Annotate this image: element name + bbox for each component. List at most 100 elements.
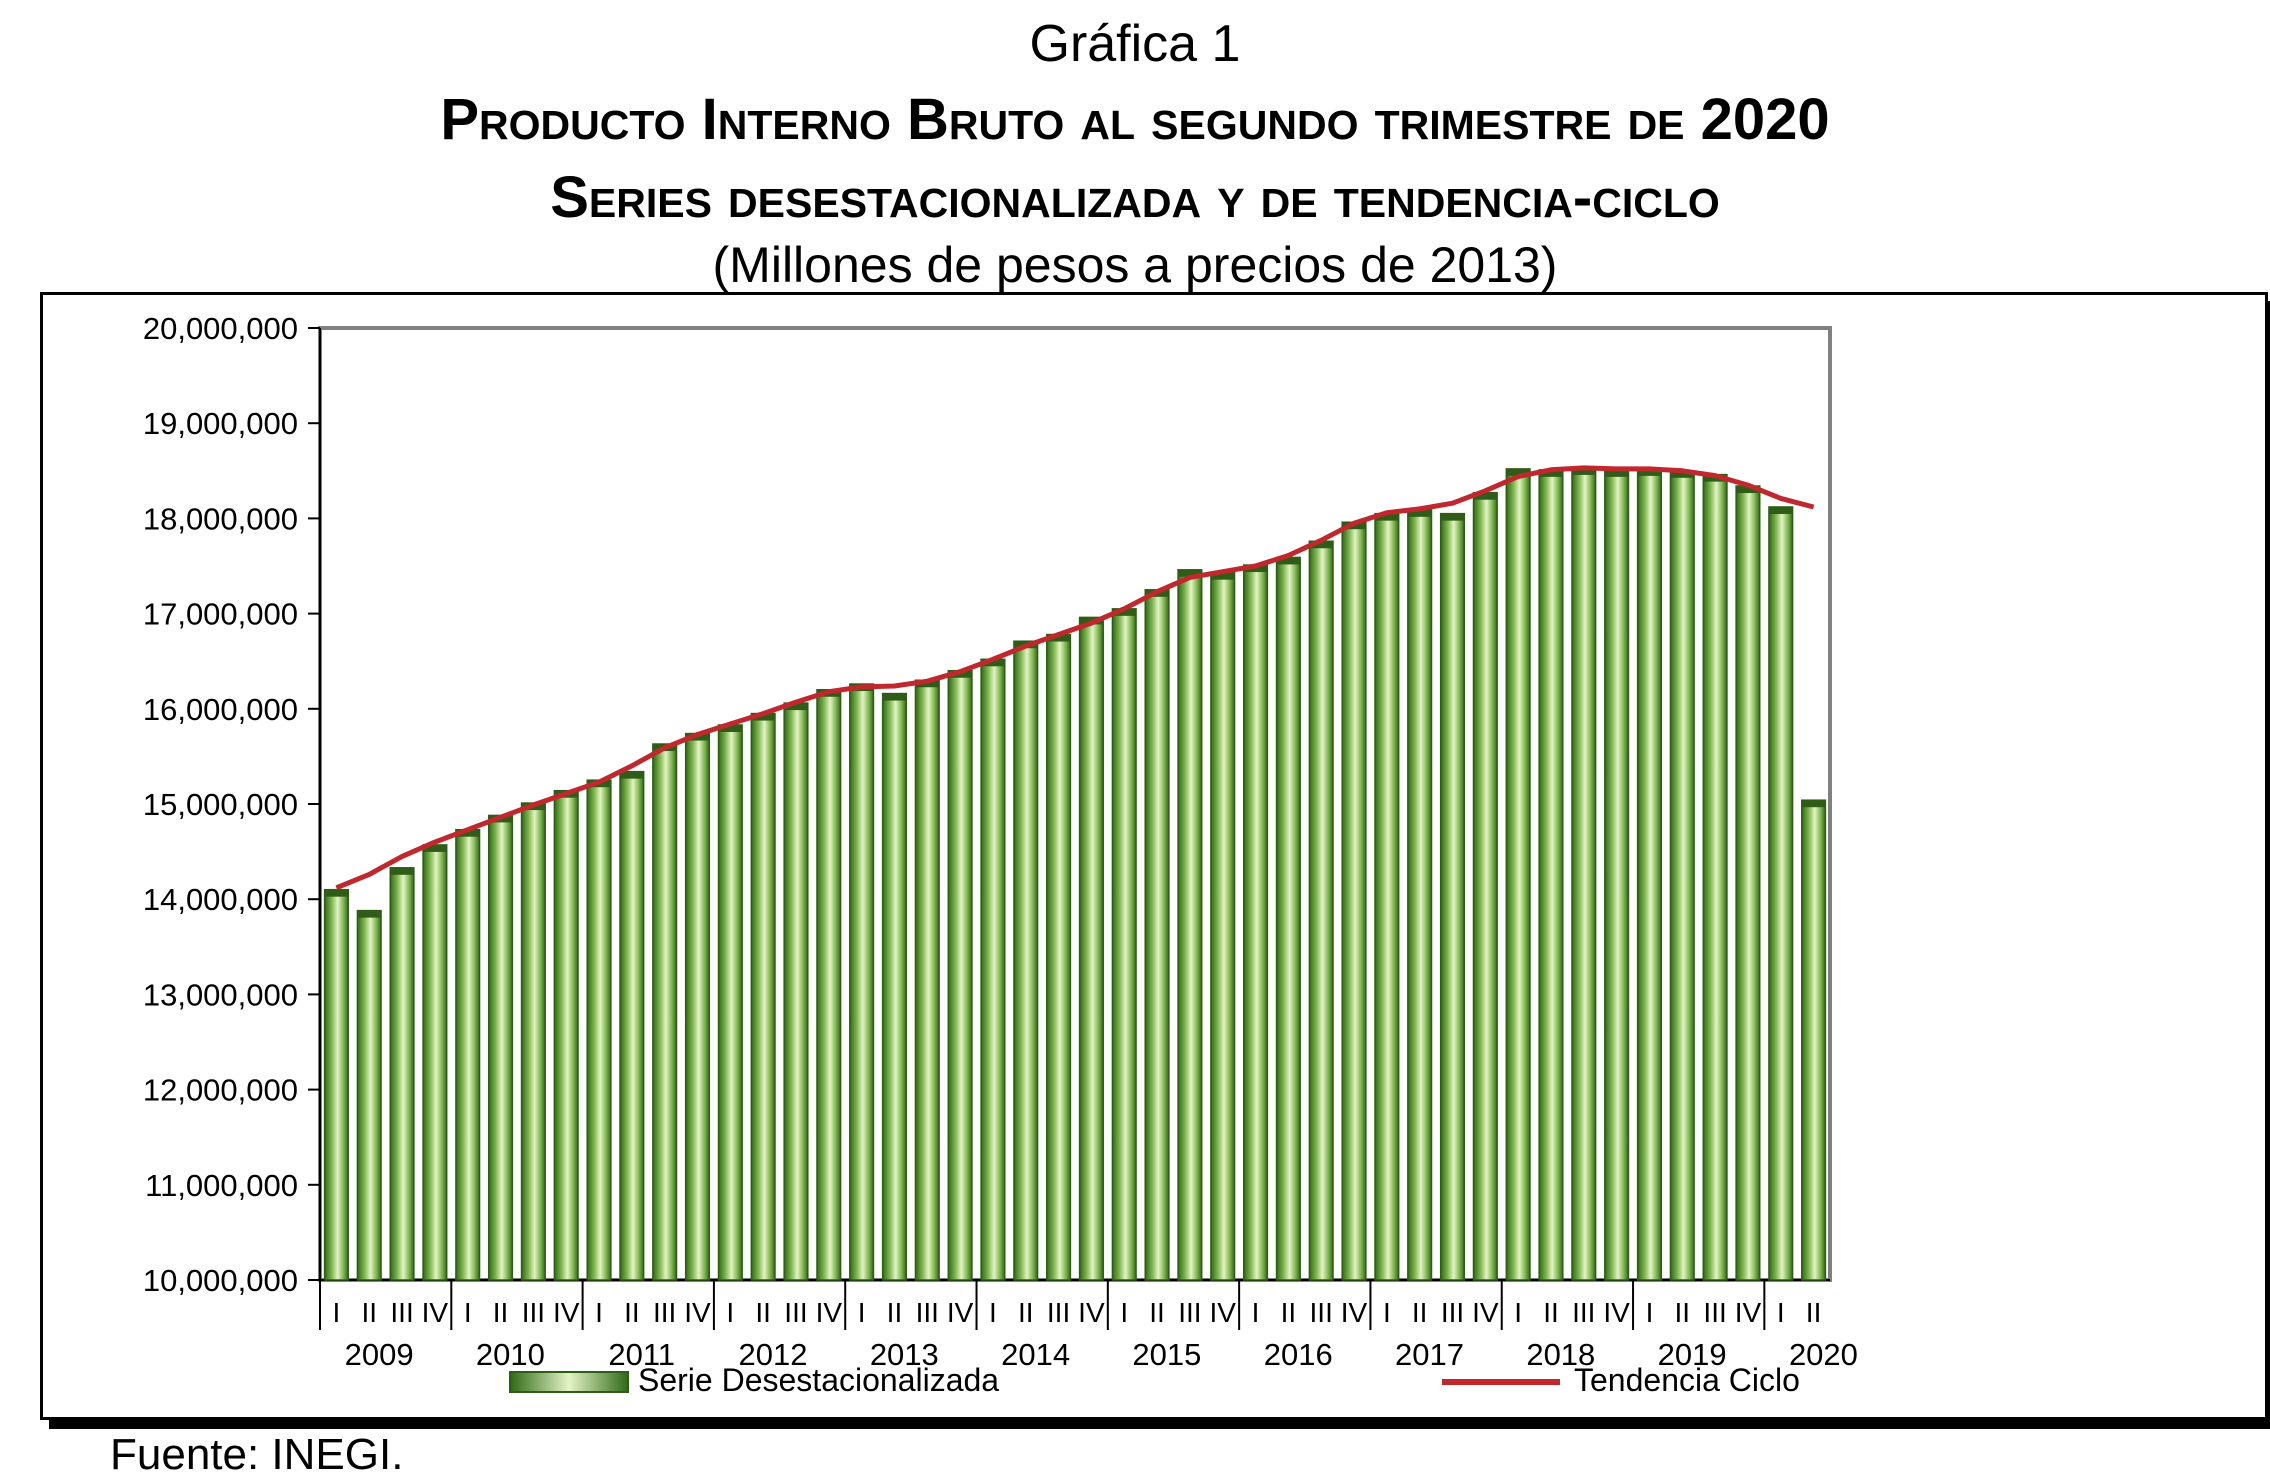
x-tick-quarter: III: [653, 1297, 676, 1328]
x-tick-quarter: I: [595, 1297, 603, 1328]
bar: [1735, 485, 1761, 1281]
x-tick-quarter: I: [726, 1297, 734, 1328]
bar: [947, 669, 973, 1281]
x-tick-quarter: I: [1777, 1297, 1785, 1328]
x-tick-year: 2017: [1395, 1337, 1464, 1372]
bar-cap: [390, 867, 414, 875]
bar-cap: [1768, 506, 1793, 514]
x-tick-year: 2020: [1789, 1337, 1858, 1372]
x-tick-year: 2009: [345, 1337, 414, 1372]
legend-line-label: Tendencia Ciclo: [1574, 1362, 1800, 1398]
bar-cap: [1046, 634, 1071, 642]
bar-cap: [1407, 509, 1432, 517]
bar: [487, 814, 514, 1281]
x-tick-quarter: II: [1281, 1297, 1297, 1328]
bar-cap: [718, 724, 743, 732]
bar: [1702, 473, 1728, 1281]
y-tick-label: 11,000,000: [145, 1168, 298, 1203]
bar-cap: [751, 713, 775, 721]
bar: [1604, 469, 1630, 1281]
x-tick-quarter: III: [1047, 1297, 1070, 1328]
x-tick-quarter: II: [1149, 1297, 1165, 1328]
bar-cap: [1440, 513, 1465, 521]
x-tick-quarter: I: [989, 1297, 997, 1328]
y-tick-label: 14,000,000: [143, 882, 298, 917]
bar-cap: [1637, 468, 1662, 476]
bar: [1242, 564, 1269, 1281]
x-tick-quarter: III: [390, 1297, 413, 1328]
x-tick-quarter: III: [1703, 1297, 1726, 1328]
bar: [1111, 608, 1137, 1281]
bar-cap: [1243, 565, 1268, 573]
bar: [1046, 633, 1072, 1281]
bar: [914, 679, 940, 1281]
x-tick-quarter: I: [1646, 1297, 1654, 1328]
bar: [1669, 470, 1695, 1281]
legend: Serie Desestacionalizada Tendencia Ciclo: [509, 1362, 1800, 1398]
bar-cap: [784, 703, 808, 711]
x-tick-year: 2014: [1001, 1337, 1070, 1372]
y-tick-label: 18,000,000: [143, 501, 298, 536]
bar-cap: [1604, 469, 1629, 477]
bar-cap: [1276, 557, 1301, 565]
x-tick-quarter: IV: [1603, 1297, 1630, 1328]
x-tick-quarter: III: [1310, 1297, 1333, 1328]
bar-cap: [1210, 572, 1235, 580]
bar: [455, 828, 481, 1281]
x-tick-quarter: IV: [684, 1297, 711, 1328]
bar: [684, 732, 711, 1281]
x-tick-quarter: III: [1441, 1297, 1464, 1328]
bar: [323, 888, 349, 1281]
bar-cap: [1670, 470, 1695, 478]
bar: [520, 802, 546, 1281]
bar: [750, 712, 776, 1281]
bar-cap: [1571, 467, 1596, 475]
bar-cap: [1473, 492, 1498, 500]
bar: [1439, 512, 1466, 1281]
x-tick-quarter: III: [522, 1297, 545, 1328]
x-tick-quarter: IV: [1341, 1297, 1368, 1328]
x-tick-quarter: IV: [1078, 1297, 1105, 1328]
bar: [1636, 468, 1663, 1281]
bar-cap: [882, 693, 907, 701]
x-tick-quarter: III: [1178, 1297, 1201, 1328]
y-tick-label: 10,000,000: [143, 1263, 298, 1298]
bar: [652, 743, 678, 1281]
x-tick-quarter: IV: [553, 1297, 580, 1328]
bar: [1374, 512, 1400, 1281]
bar: [1538, 469, 1564, 1281]
bar-cap: [981, 659, 1005, 667]
bar: [816, 689, 842, 1281]
bar: [1341, 521, 1367, 1281]
y-tick-label: 19,000,000: [143, 406, 298, 441]
x-tick-quarter: III: [784, 1297, 807, 1328]
bar-cap: [1375, 513, 1399, 521]
bar-cap: [1736, 486, 1760, 494]
bar: [389, 867, 415, 1281]
y-tick-label: 12,000,000: [143, 1073, 298, 1108]
bar: [1308, 540, 1334, 1281]
bar-cap: [1801, 800, 1826, 808]
bar-cap: [423, 844, 447, 852]
y-tick-label: 20,000,000: [143, 311, 298, 346]
x-tick-year: 2010: [476, 1337, 545, 1372]
bar: [1078, 616, 1104, 1281]
bar-cap: [357, 910, 382, 918]
x-tick-year: 2013: [870, 1337, 939, 1372]
chart-subtitle: (Millones de pesos a precios de 2013): [712, 237, 1558, 293]
chart-title-line2: Series desestacionalizada y de tendencia…: [550, 165, 1720, 230]
bar-cap: [620, 771, 644, 779]
x-tick-quarter: II: [1543, 1297, 1559, 1328]
x-tick-quarter: II: [624, 1297, 640, 1328]
x-tick-quarter: I: [1252, 1297, 1260, 1328]
x-tick-quarter: II: [755, 1297, 771, 1328]
x-tick-quarter: I: [333, 1297, 341, 1328]
bar: [1571, 467, 1597, 1281]
bar-cap: [1178, 569, 1202, 577]
x-tick-quarter: II: [1018, 1297, 1034, 1328]
y-tick-label: 13,000,000: [143, 977, 298, 1012]
x-tick-quarter: IV: [947, 1297, 974, 1328]
x-tick-quarter: II: [361, 1297, 377, 1328]
x-tick-quarter: I: [1514, 1297, 1522, 1328]
bar: [783, 702, 809, 1281]
